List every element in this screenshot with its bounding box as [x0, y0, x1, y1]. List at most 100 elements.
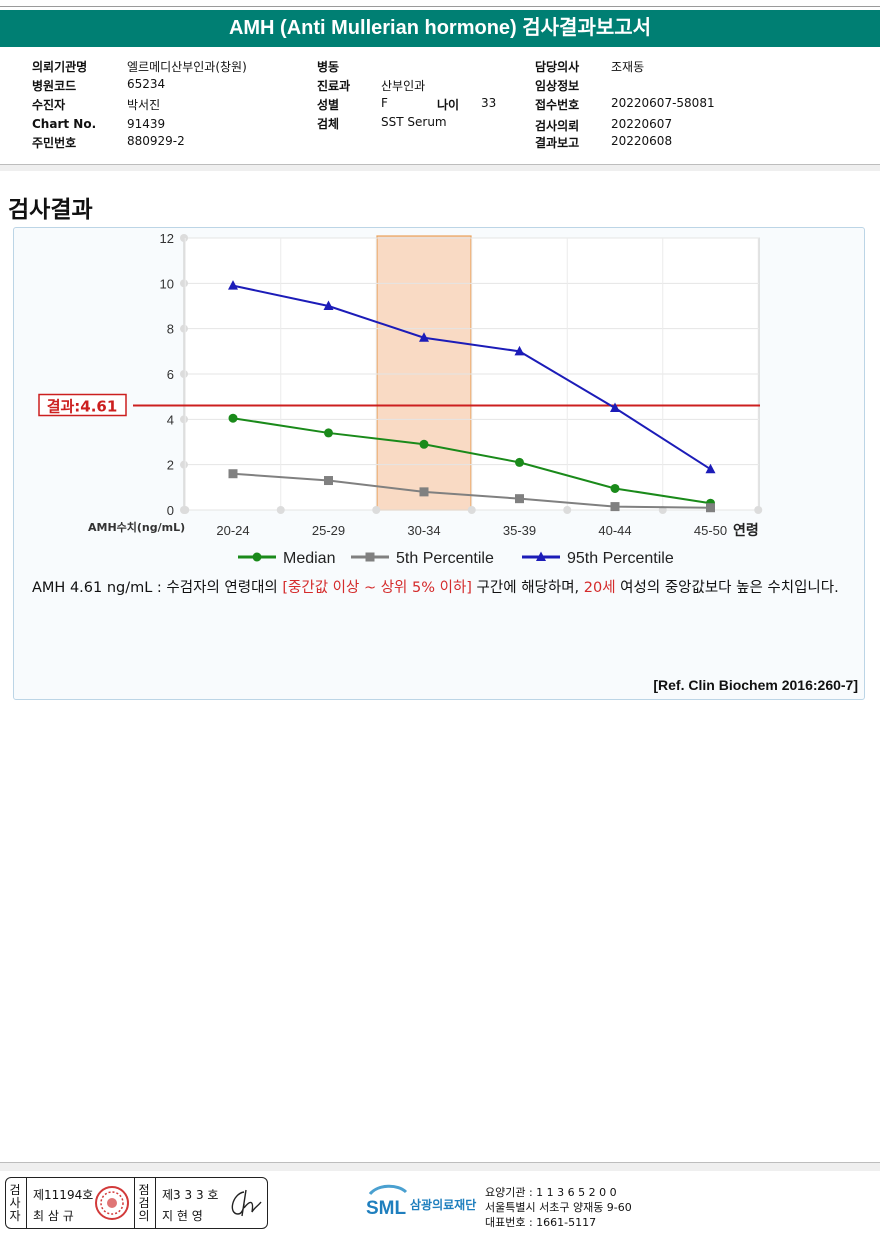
- point-5th-percentile-25-29: [324, 476, 333, 486]
- report-title: AMH (Anti Mullerian hormone) 검사결과보고서: [0, 10, 880, 47]
- x-tick-dot: [372, 506, 381, 514]
- org-name: 삼광의료재단: [410, 1198, 477, 1212]
- logo-text: SML: [366, 1198, 407, 1219]
- point-median-40-44: [610, 483, 620, 493]
- doctor-label: 담당의사: [535, 60, 580, 74]
- y-tick-label-10: 10: [160, 276, 174, 291]
- legend-marker-95th-percentile: [536, 551, 546, 561]
- hospital-code-value: 65234: [127, 77, 166, 91]
- x-tick-label-35-39: 35-39: [503, 523, 536, 538]
- y-axis-label: AMH수치(ng/mL): [88, 520, 185, 534]
- confirmer-signature: [231, 1189, 262, 1217]
- highlight-band-30-34: [376, 235, 472, 511]
- x-tick-label-40-44: 40-44: [598, 523, 631, 538]
- specimen-label: 검체: [317, 117, 340, 131]
- y-tick-dot: [180, 415, 188, 424]
- result-text-middle: 구간에 해당하며,: [471, 580, 584, 596]
- y-tick-label-2: 2: [167, 458, 174, 473]
- y-tick-dot: [180, 324, 188, 333]
- point-median-20-24: [228, 413, 238, 423]
- y-tick-dot: [180, 370, 188, 378]
- y-tick-dot: [180, 279, 188, 288]
- y-tick-dot: [180, 460, 188, 469]
- receipt-no-label: 접수번호: [535, 98, 580, 112]
- point-median-25-29: [324, 428, 333, 438]
- result-age: 20세: [583, 580, 616, 596]
- request-date-label: 검사의뢰: [535, 119, 580, 133]
- receipt-no-value: 20220607-58081: [611, 96, 715, 110]
- resident-no-label: 주민번호: [32, 136, 77, 150]
- chart-no-label: Chart No.: [32, 117, 97, 131]
- inspector-name: 최 삼 규: [33, 1209, 74, 1223]
- point-5th-percentile-35-39: [515, 494, 524, 504]
- patient-value: 박서진: [127, 98, 161, 112]
- legend-marker-median: [252, 552, 262, 562]
- result-range: [중간값 이상 ~ 상위 5% 이하]: [282, 580, 472, 596]
- report-date-label: 결과보고: [535, 136, 580, 150]
- x-tick-label-45-50: 45-50: [694, 523, 727, 538]
- request-date-value: 20220607: [611, 117, 673, 131]
- point-95th-percentile-30-34: [419, 332, 429, 342]
- point-95th-percentile-35-39: [514, 345, 525, 356]
- x-tick-dot: [563, 506, 572, 514]
- age-value: 33: [481, 96, 497, 110]
- patient-label: 수진자: [32, 98, 66, 112]
- y-tick-label-0: 0: [167, 503, 174, 518]
- chart-no-value: 91439: [127, 117, 166, 131]
- x-tick-dot: [276, 506, 285, 514]
- legend-marker-5th-percentile: [365, 552, 375, 562]
- y-tick-dot: [180, 234, 188, 242]
- point-95th-percentile-20-24: [228, 280, 238, 290]
- reference-citation: [Ref. Clin Biochem 2016:260-7]: [653, 677, 858, 693]
- y-tick-label-4: 4: [167, 412, 174, 427]
- series-line-median: [232, 417, 711, 505]
- org-code: 요양기관 : 1 1 3 6 5 2 0 0: [485, 1186, 617, 1199]
- point-median-30-34: [419, 439, 429, 449]
- point-5th-percentile-45-50: [706, 503, 715, 513]
- result-label: 결과:4.61: [47, 398, 118, 416]
- legend-label-5th-percentile: 5th Percentile: [396, 550, 494, 567]
- resident-no-value: 880929-2: [127, 134, 185, 148]
- x-tick-label-25-29: 25-29: [312, 523, 345, 538]
- department-label: 진료과: [317, 79, 351, 93]
- y-tick-label-6: 6: [167, 367, 174, 382]
- series-line-5th-percentile: [232, 472, 711, 509]
- x-axis-label: 연령: [733, 523, 759, 539]
- footer-separator: [0, 1162, 880, 1171]
- section-title: 검사결과: [8, 197, 93, 223]
- y-tick-label-8: 8: [167, 322, 174, 337]
- point-95th-percentile-25-29: [323, 300, 334, 310]
- hospital-code-label: 병원코드: [32, 79, 77, 93]
- clinical-info-label: 임상정보: [535, 79, 580, 93]
- point-5th-percentile-20-24: [228, 469, 238, 479]
- top-border: [0, 0, 880, 7]
- amh-chart: 0 2 4 6 8 10 12 20-24 25-29 30-34 35-39 40-44 45-50 연…: [38, 231, 763, 567]
- result-text-suffix: 여성의 중앙값보다 높은 수치입니다.: [615, 580, 839, 596]
- series-line-95th-percentile: [232, 284, 712, 471]
- org-phone: 대표번호 : 1661-5117: [485, 1216, 597, 1229]
- legend-label-95th-percentile: 95th Percentile: [567, 550, 674, 567]
- confirmer-name: 지 현 영: [162, 1209, 203, 1223]
- point-95th-percentile-40-44: [610, 402, 620, 412]
- x-tick-dot: [754, 506, 763, 514]
- sex-label: 성별: [317, 98, 340, 112]
- doctor-value: 조재동: [611, 60, 645, 74]
- hospital-name-value: 엘르메디산부인과(창원): [127, 60, 247, 74]
- result-description: AMH 4.61 ng/mL : 수검자의 연령대의 [중간값 이상 ~ 상위 …: [32, 578, 872, 599]
- confirmer-number: 제3 3 3 호: [162, 1188, 219, 1202]
- signature-box: 검사자 제11194호 최 삼 규 점검의 제3 3 3 호 지 현 영: [5, 1177, 268, 1229]
- inspector-seal: [95, 1186, 129, 1220]
- point-median-35-39: [515, 457, 524, 467]
- x-tick-label-30-34: 30-34: [407, 523, 440, 538]
- org-address: 서울특별시 서초구 양재동 9-60: [485, 1201, 632, 1214]
- y-tick-label-12: 12: [160, 231, 174, 246]
- legend-label-median: Median: [283, 550, 335, 567]
- inspector-number: 제11194호: [33, 1188, 94, 1202]
- x-tick-dot: [181, 506, 190, 514]
- ward-label: 병동: [317, 60, 340, 74]
- point-95th-percentile-45-50: [705, 463, 716, 474]
- result-text-prefix: AMH 4.61 ng/mL : 수검자의 연령대의: [32, 580, 283, 596]
- sml-logo-icon: SML: [366, 1184, 408, 1219]
- specimen-value: SST Serum: [381, 115, 447, 129]
- report-date-value: 20220608: [611, 134, 673, 148]
